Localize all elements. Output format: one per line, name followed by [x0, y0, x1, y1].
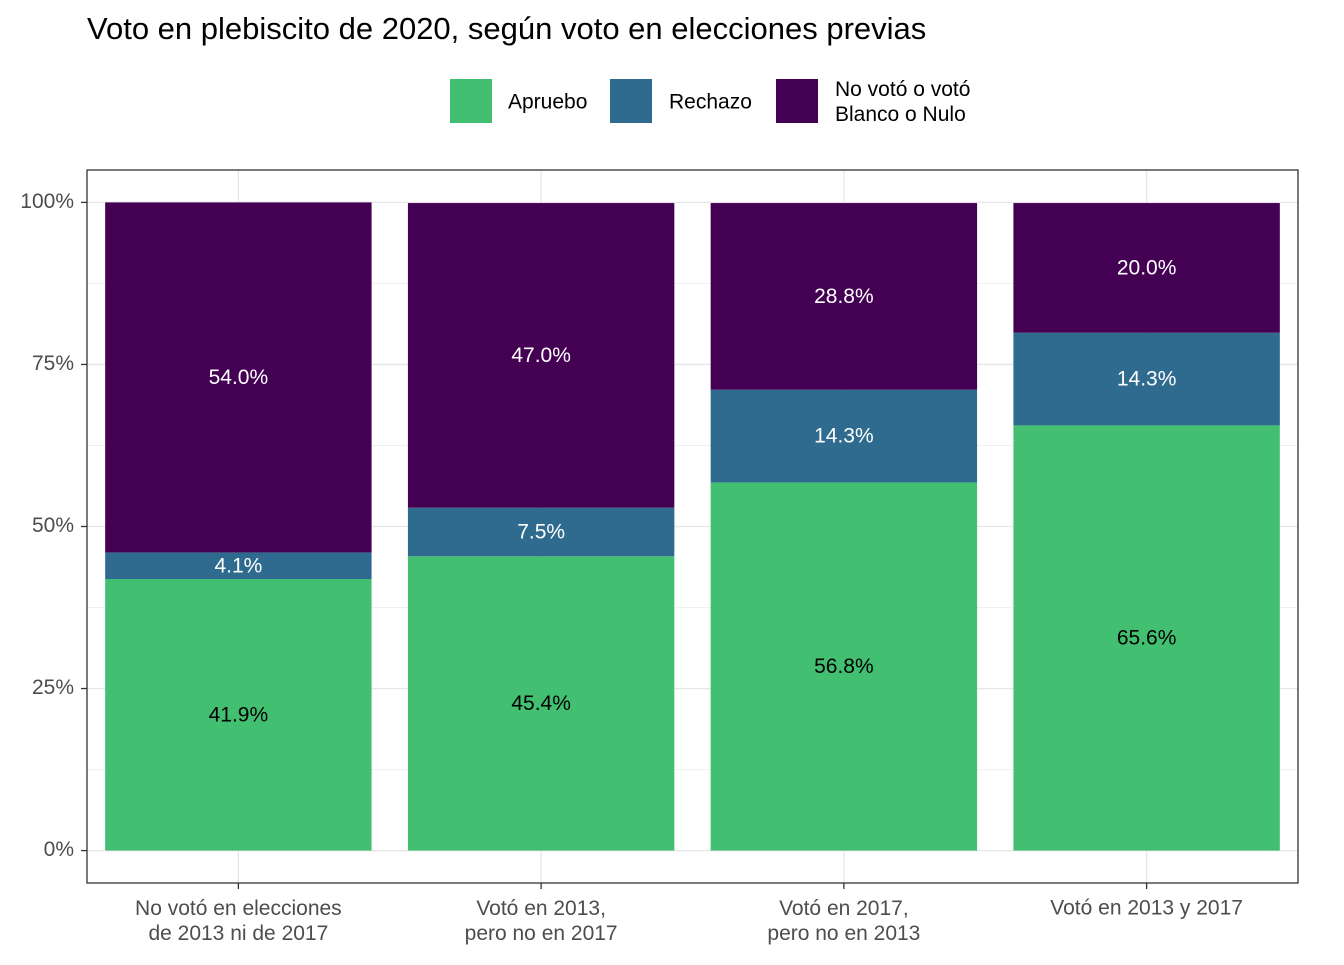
y-tick-label: 100%: [20, 190, 74, 213]
bar-segment: [105, 202, 372, 553]
data-label: 7.5%: [517, 521, 565, 544]
bar-segment: [407, 203, 675, 508]
bar-segment: [1013, 203, 1280, 333]
legend-key: [776, 79, 818, 123]
legend-label: Apruebo: [508, 91, 587, 114]
legend-label: Rechazo: [669, 91, 752, 114]
bar-segment: [710, 389, 978, 483]
bar-segment: [105, 552, 372, 580]
data-label: 4.1%: [214, 554, 262, 577]
data-label: 45.4%: [511, 692, 571, 715]
bar-segment: [105, 579, 372, 851]
data-label: 14.3%: [814, 425, 874, 448]
x-tick-label: Votó en 2013 y 2017: [1050, 897, 1243, 920]
bar-segment: [710, 203, 978, 390]
y-tick-label: 50%: [32, 514, 74, 537]
data-label: 14.3%: [1117, 368, 1177, 391]
bar-segment: [407, 556, 675, 851]
data-label: 28.8%: [814, 285, 874, 308]
chart-title: Voto en plebiscito de 2020, según voto e…: [87, 11, 926, 46]
data-label: 56.8%: [814, 655, 874, 678]
data-label: 54.0%: [209, 366, 269, 389]
data-label: 65.6%: [1117, 627, 1177, 650]
data-label: 47.0%: [511, 344, 571, 367]
bar-segment: [407, 507, 675, 557]
legend-label: No votó o votó Blanco o Nulo: [835, 78, 970, 126]
legend-key: [450, 79, 492, 123]
data-label: 20.0%: [1117, 256, 1177, 279]
bar-segment: [1013, 332, 1280, 426]
bar-segment: [710, 482, 978, 851]
legend-key: [610, 79, 652, 123]
panel-border: [86, 169, 1299, 884]
y-tick-label: 25%: [32, 676, 74, 699]
x-tick-label: Votó en 2017, pero no en 2013: [767, 897, 920, 945]
bar-segment: [1013, 425, 1280, 851]
data-label: 41.9%: [209, 703, 269, 726]
x-tick-label: Votó en 2013, pero no en 2017: [465, 897, 618, 945]
y-tick-label: 75%: [32, 352, 74, 375]
y-tick-label: 0%: [44, 838, 74, 861]
x-tick-label: No votó en elecciones de 2013 ni de 2017: [135, 897, 342, 945]
